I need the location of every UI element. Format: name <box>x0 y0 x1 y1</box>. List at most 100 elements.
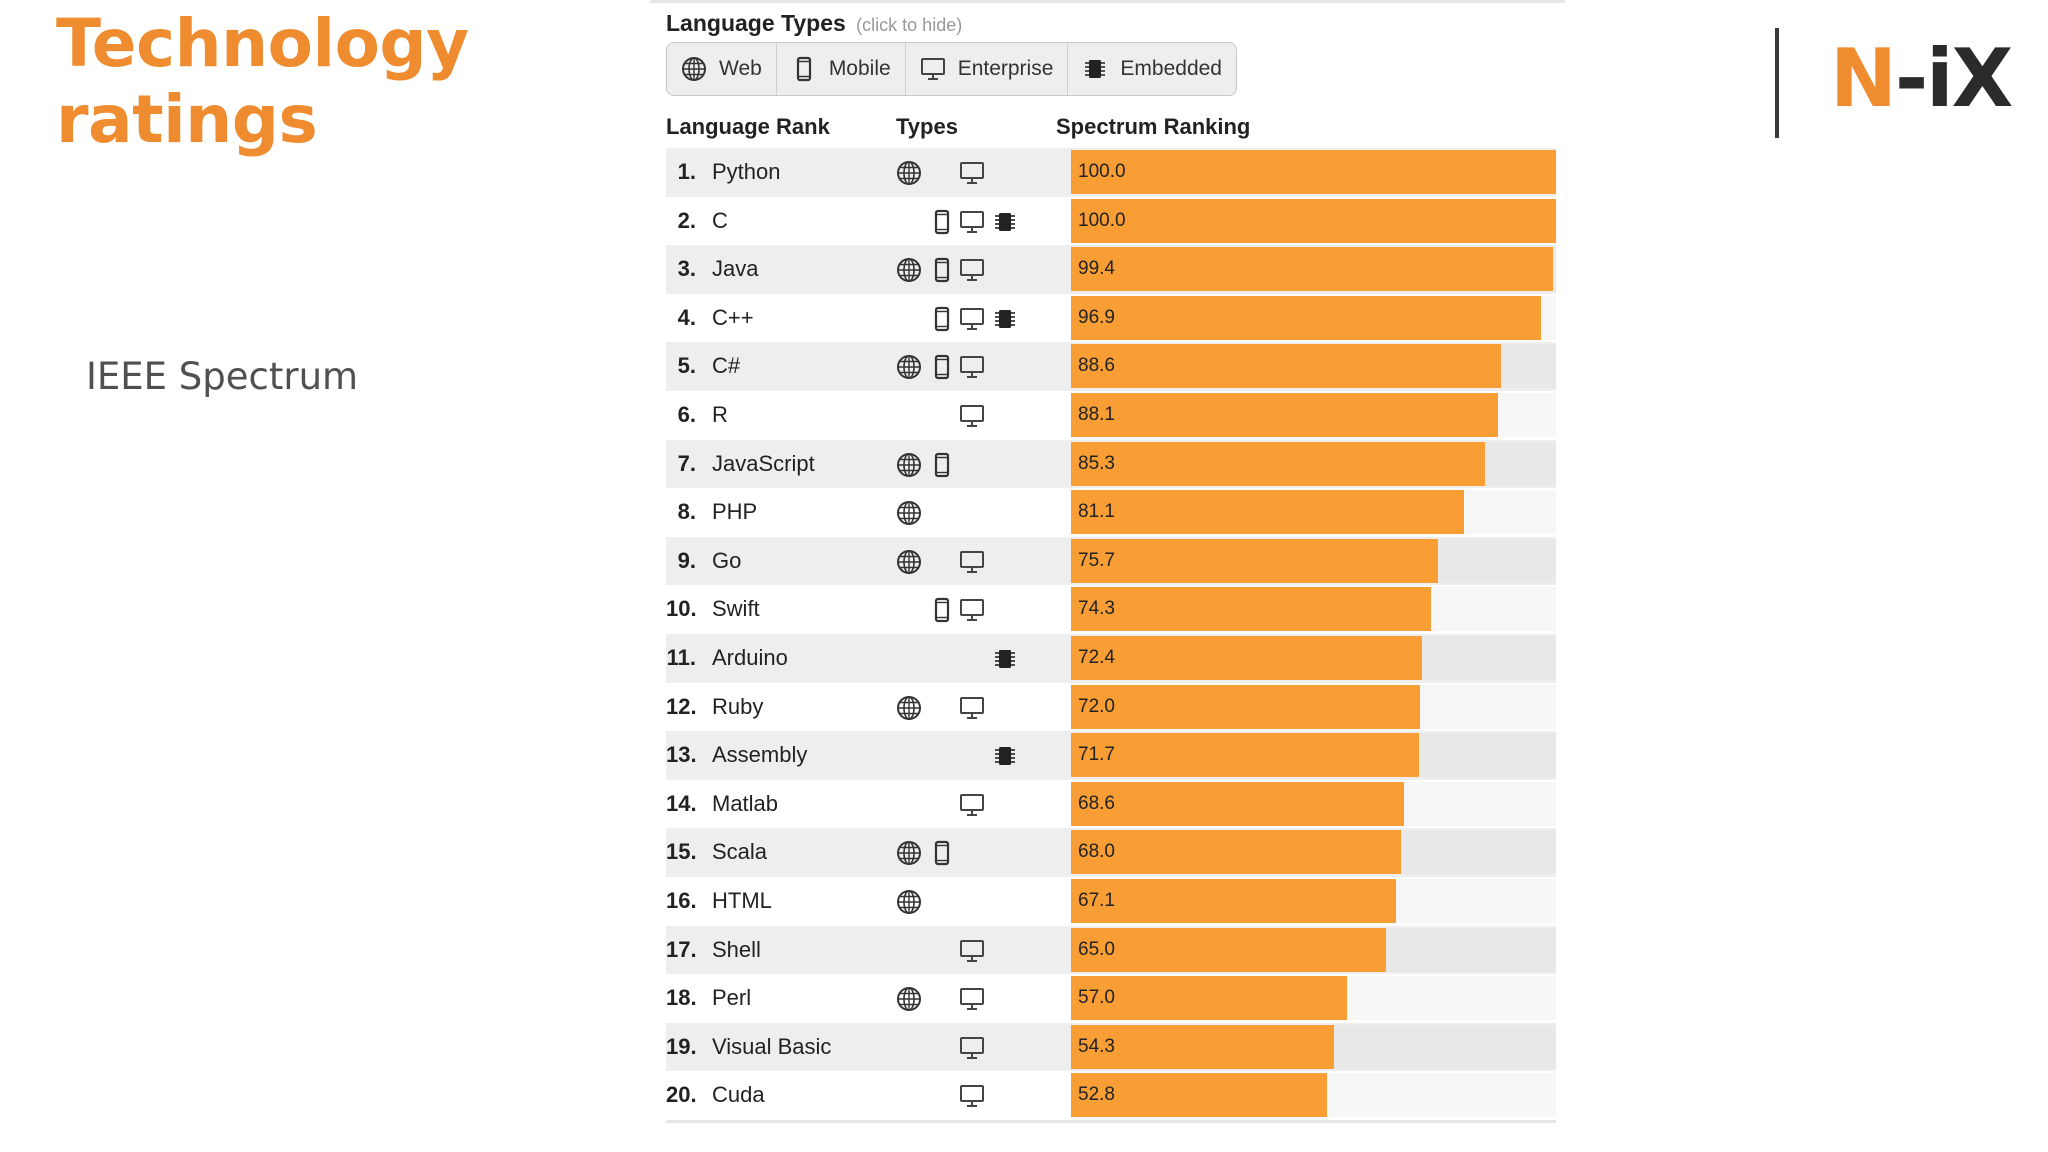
bar-track: 72.0 <box>1071 684 1556 729</box>
ranking-bar: 75.7 <box>1071 538 1439 583</box>
globe-icon <box>896 889 922 915</box>
ranking-value: 99.4 <box>1078 258 1115 280</box>
table-row[interactable]: 7. JavaScript 85.3 <box>666 439 1556 489</box>
mobile-icon <box>929 840 955 866</box>
table-row[interactable]: 17. Shell 65.0 <box>666 925 1556 975</box>
globe-icon <box>681 56 707 82</box>
globe-icon <box>896 354 922 380</box>
filter-button-mobile[interactable]: Mobile <box>777 43 906 95</box>
language-name: Ruby <box>712 693 764 719</box>
ranking-value: 88.1 <box>1078 403 1115 425</box>
table-row[interactable]: 14. Matlab 68.6 <box>666 779 1556 829</box>
ranking-value: 67.1 <box>1078 889 1115 911</box>
table-row[interactable]: 3. Java 99.4 <box>666 245 1556 294</box>
table-row[interactable]: 19. Visual Basic 54.3 <box>666 1022 1556 1072</box>
rank-number: 8. <box>677 499 696 525</box>
table-row[interactable]: 15. Scala 68.0 <box>666 828 1556 877</box>
language-name: JavaScript <box>712 450 815 476</box>
language-name: C# <box>712 353 741 379</box>
globe-icon <box>896 549 922 575</box>
monitor-icon <box>959 160 985 186</box>
bar-track: 100.0 <box>1071 198 1556 243</box>
filter-button-embedded[interactable]: Embedded <box>1068 43 1236 95</box>
table-row[interactable]: 9. Go 75.7 <box>666 536 1556 586</box>
language-name: HTML <box>712 887 772 913</box>
logo-rest: -iX <box>1894 31 2013 125</box>
table-row[interactable]: 12. Ruby 72.0 <box>666 682 1556 732</box>
filter-button-enterprise[interactable]: Enterprise <box>906 43 1069 95</box>
table-row[interactable]: 2. C 100.0 <box>666 196 1556 246</box>
monitor-icon <box>959 209 985 235</box>
globe-icon <box>896 160 922 186</box>
ranking-bar: 85.3 <box>1071 441 1485 486</box>
language-name: Cuda <box>712 1082 765 1108</box>
table-row[interactable]: 1. Python 100.0 <box>666 148 1556 197</box>
bar-track: 54.3 <box>1071 1024 1556 1069</box>
mobile-icon <box>791 56 817 82</box>
table-row[interactable]: 10. Swift 74.3 <box>666 585 1556 634</box>
rank-number: 5. <box>677 353 696 379</box>
nix-logo: N -iX <box>1830 32 2013 125</box>
table-row[interactable]: 8. PHP 81.1 <box>666 488 1556 537</box>
ranking-bar: 54.3 <box>1071 1024 1335 1069</box>
bar-track: 72.4 <box>1071 635 1556 680</box>
filter-label: Embedded <box>1120 57 1222 80</box>
monitor-icon <box>959 1035 985 1061</box>
ranking-bar: 88.1 <box>1071 392 1499 437</box>
language-name: Visual Basic <box>712 1033 832 1059</box>
language-types-title: Language Types <box>666 10 846 36</box>
language-name: Matlab <box>712 790 779 816</box>
table-row[interactable]: 4. C++ 96.9 <box>666 293 1556 343</box>
bar-track: 57.0 <box>1071 976 1556 1021</box>
table-row[interactable]: 18. Perl 57.0 <box>666 974 1556 1023</box>
ranking-bar: 74.3 <box>1071 587 1432 632</box>
table-row[interactable]: 5. C# 88.6 <box>666 342 1556 391</box>
ranking-bar: 81.1 <box>1071 490 1465 535</box>
bar-track: 100.0 <box>1071 150 1556 194</box>
bar-track: 71.7 <box>1071 733 1556 778</box>
table-row[interactable]: 13. Assembly 71.7 <box>666 731 1556 780</box>
language-name: Arduino <box>712 644 788 670</box>
ranking-bar: 65.0 <box>1071 927 1387 972</box>
filter-label: Enterprise <box>957 57 1054 80</box>
bar-track: 68.0 <box>1071 830 1556 875</box>
chip-icon <box>992 209 1018 235</box>
filter-button-web[interactable]: Web <box>667 43 777 95</box>
ranking-bar: 88.6 <box>1071 344 1501 389</box>
bar-track: 75.7 <box>1071 538 1556 583</box>
monitor-icon <box>920 56 946 82</box>
table-row[interactable]: 6. R 88.1 <box>666 390 1556 440</box>
ranking-value: 74.3 <box>1078 598 1115 620</box>
globe-icon <box>896 452 922 478</box>
language-name: Assembly <box>712 742 808 768</box>
rank-number: 9. <box>677 547 696 573</box>
bar-track: 65.0 <box>1071 927 1556 972</box>
filter-label: Web <box>719 57 762 80</box>
language-name: Go <box>712 547 742 573</box>
mobile-icon <box>929 354 955 380</box>
language-name: PHP <box>712 499 758 525</box>
bar-track: 67.1 <box>1071 878 1556 923</box>
language-name: Perl <box>712 985 752 1011</box>
bar-track: 74.3 <box>1071 587 1556 632</box>
header-spectrum-ranking: Spectrum Ranking <box>1056 114 1251 139</box>
ranking-bar: 100.0 <box>1071 198 1556 243</box>
ranking-value: 100.0 <box>1078 161 1126 182</box>
slide-title-line2: ratings <box>56 81 318 158</box>
monitor-icon <box>959 986 985 1012</box>
table-row[interactable]: 20. Cuda 52.8 <box>666 1071 1556 1120</box>
ranking-value: 65.0 <box>1078 938 1115 960</box>
table-row[interactable]: 16. HTML 67.1 <box>666 876 1556 926</box>
ranking-value: 85.3 <box>1078 452 1115 474</box>
ranking-value: 57.0 <box>1078 987 1115 1009</box>
table-row[interactable]: 11. Arduino 72.4 <box>666 633 1556 683</box>
ranking-bar: 100.0 <box>1071 150 1556 194</box>
slide-subtitle: IEEE Spectrum <box>86 355 359 398</box>
rank-number: 11. <box>666 644 696 670</box>
monitor-icon <box>959 597 985 623</box>
ranking-bar: 68.0 <box>1071 830 1401 875</box>
rank-number: 2. <box>677 207 696 233</box>
rank-number: 12. <box>666 693 697 719</box>
language-types-hint: (click to hide) <box>856 15 963 35</box>
ranking-value: 68.6 <box>1078 792 1115 814</box>
